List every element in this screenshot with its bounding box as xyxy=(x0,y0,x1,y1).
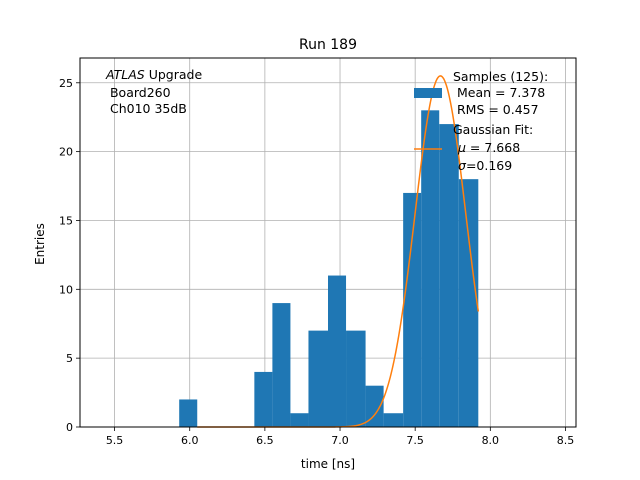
legend-samples-swatch xyxy=(414,88,442,98)
plot-frame xyxy=(79,57,577,428)
y-axis-ticks: 0 5 10 15 20 25 xyxy=(59,77,80,434)
legend: Samples (125): Mean = 7.378 RMS = 0.457 … xyxy=(414,69,548,173)
y-tick-label-2: 10 xyxy=(59,283,73,296)
x-tick-label-0: 5.5 xyxy=(106,434,124,447)
atlas-annotation: ATLAS Upgrade Board260 Ch010 35dB xyxy=(105,67,202,116)
x-tick-label-1: 6.0 xyxy=(181,434,199,447)
x-axis-ticks: 5.5 6.0 6.5 7.0 7.5 8.0 8.5 xyxy=(106,427,574,447)
legend-samples-rms: RMS = 0.457 xyxy=(453,102,539,117)
x-tick-label-5: 8.0 xyxy=(482,434,500,447)
histogram-bar-4 xyxy=(254,371,273,427)
legend-fit-title: Gaussian Fit: xyxy=(453,122,533,137)
histogram-bar-9 xyxy=(346,330,366,427)
legend-fit-mu: μ = 7.668 xyxy=(457,140,520,155)
x-tick-label-3: 7.0 xyxy=(331,434,349,447)
annotation-line-1: ATLAS Upgrade xyxy=(105,67,202,82)
legend-fit-sigma: σ=0.169 xyxy=(458,158,512,173)
histogram-bar-13 xyxy=(421,110,440,427)
y-tick-label-1: 5 xyxy=(66,352,73,365)
histogram-bar-7 xyxy=(308,330,328,427)
histogram-bar-6 xyxy=(290,413,309,427)
y-tick-label-3: 15 xyxy=(59,214,73,227)
histogram-bar-5 xyxy=(272,303,291,427)
annotation-line-2: Board260 xyxy=(106,85,171,100)
legend-samples-title: Samples (125): xyxy=(453,69,548,84)
histogram-bar-0 xyxy=(179,399,198,427)
histogram-bar-12 xyxy=(403,192,422,427)
annotation-line-3: Ch010 35dB xyxy=(106,101,187,116)
y-tick-label-4: 20 xyxy=(59,146,73,159)
histogram-bar-10 xyxy=(365,385,384,427)
y-tick-label-0: 0 xyxy=(66,421,73,434)
x-tick-label-2: 6.5 xyxy=(256,434,274,447)
y-tick-label-5: 25 xyxy=(59,77,73,90)
sigma-symbol: σ xyxy=(458,158,467,173)
y-axis-label: Entries xyxy=(33,223,47,265)
mu-value: = 7.668 xyxy=(466,140,520,155)
histogram-bar-15 xyxy=(458,179,479,427)
legend-samples-mean: Mean = 7.378 xyxy=(453,85,545,100)
upgrade-text: Upgrade xyxy=(145,67,203,82)
x-tick-label-6: 8.5 xyxy=(557,434,575,447)
sigma-value: =0.169 xyxy=(466,158,512,173)
histogram-bar-14 xyxy=(439,124,459,428)
mu-symbol: μ xyxy=(457,140,466,155)
histogram-bar-11 xyxy=(383,413,404,427)
x-axis-label: time [ns] xyxy=(301,457,355,471)
chart-title: Run 189 xyxy=(299,37,357,53)
atlas-italic-text: ATLAS xyxy=(105,67,145,82)
x-tick-label-4: 7.5 xyxy=(406,434,424,447)
histogram-bars xyxy=(179,110,479,428)
histogram-bar-8 xyxy=(328,275,347,427)
